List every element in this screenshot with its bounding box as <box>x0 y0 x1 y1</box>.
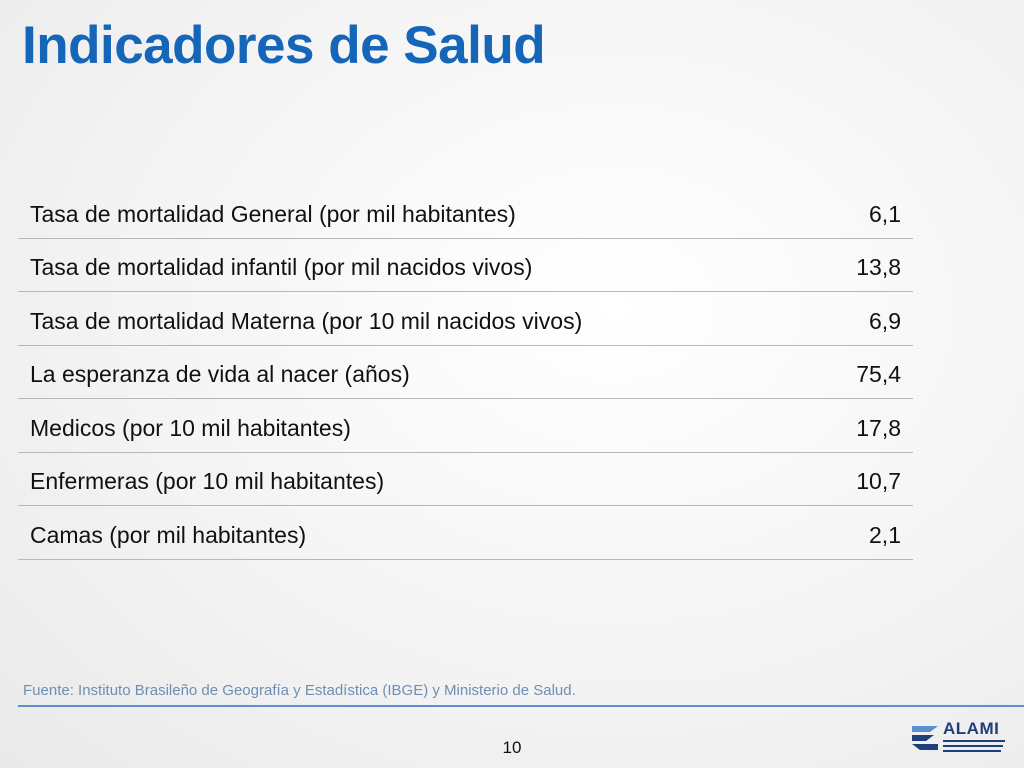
alami-logo: ALAMI <box>910 717 1010 759</box>
row-value: 2,1 <box>869 521 901 548</box>
row-label: La esperanza de vida al nacer (años) <box>30 361 410 387</box>
row-value: 13,8 <box>856 254 901 280</box>
row-label: Tasa de mortalidad General (por mil habi… <box>30 200 516 227</box>
table-row: Tasa de mortalidad General (por mil habi… <box>18 185 913 239</box>
logo-subtitle-lines <box>943 740 1005 752</box>
row-value: 6,1 <box>869 200 901 227</box>
table-row: Tasa de mortalidad infantil (por mil nac… <box>18 239 913 292</box>
row-label: Camas (por mil habitantes) <box>30 521 307 548</box>
footer-divider <box>18 705 1024 707</box>
alami-emblem-icon <box>912 726 938 750</box>
indicators-table: Tasa de mortalidad General (por mil habi… <box>18 185 913 560</box>
table-row: Tasa de mortalidad Materna (por 10 mil n… <box>18 292 913 346</box>
logo-name: ALAMI <box>943 719 1000 738</box>
row-label: Tasa de mortalidad Materna (por 10 mil n… <box>30 307 583 334</box>
row-label: Enfermeras (por 10 mil habitantes) <box>30 468 385 494</box>
source-note: Fuente: Instituto Brasileño de Geografía… <box>23 682 576 699</box>
row-label: Medicos (por 10 mil habitantes) <box>30 414 351 441</box>
table-row: Enfermeras (por 10 mil habitantes) 10,7 <box>18 453 913 506</box>
slide-title: Indicadores de Salud <box>22 16 546 75</box>
row-value: 6,9 <box>869 307 901 334</box>
table-row: Camas (por mil habitantes) 2,1 <box>18 506 913 560</box>
table-row: La esperanza de vida al nacer (años) 75,… <box>18 346 913 399</box>
row-label: Tasa de mortalidad infantil (por mil nac… <box>30 254 533 280</box>
table-row: Medicos (por 10 mil habitantes) 17,8 <box>18 399 913 453</box>
row-value: 75,4 <box>856 361 901 387</box>
row-value: 17,8 <box>856 414 901 441</box>
page-number: 10 <box>502 738 522 757</box>
row-value: 10,7 <box>856 468 901 494</box>
